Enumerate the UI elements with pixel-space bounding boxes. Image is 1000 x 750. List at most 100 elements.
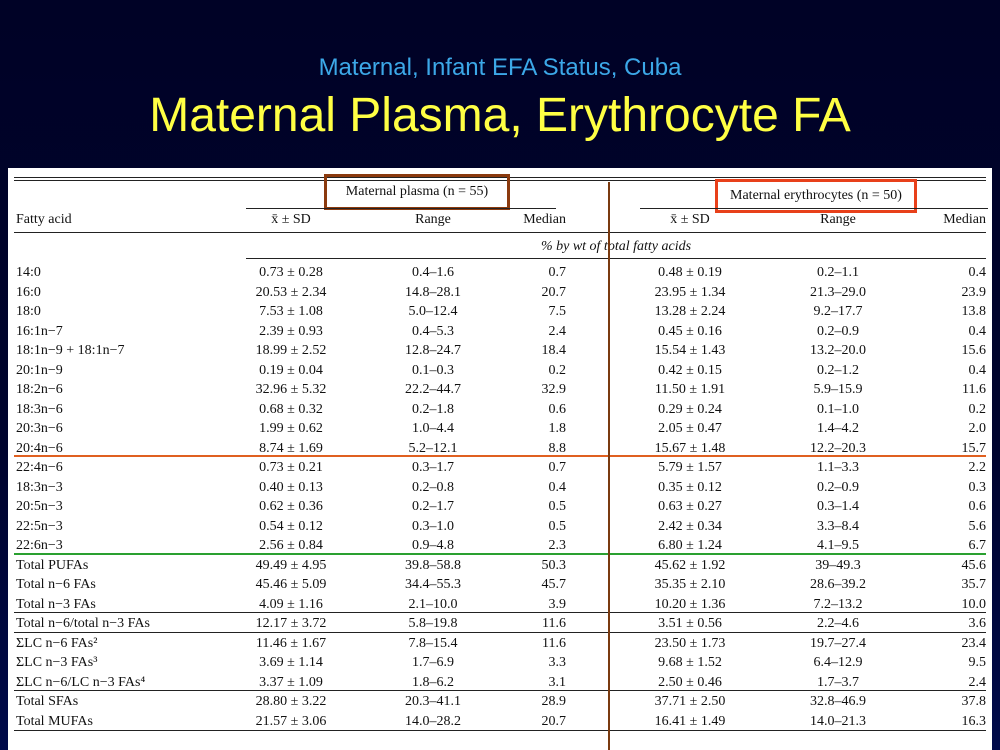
cell-e-med: 6.7 [968,538,987,553]
cell-p-mean: 8.74 ± 1.69 [259,440,323,456]
erythrocyte-group-header: Maternal erythrocytes (n = 50) [715,179,917,213]
cell-p-mean: 4.09 ± 1.16 [259,596,323,612]
cell-e-mean: 15.54 ± 1.43 [654,343,726,358]
cell-p-range: 0.3–1.7 [412,460,454,475]
cell-p-med: 0.7 [548,460,567,475]
cell-p-mean: 28.80 ± 3.22 [255,694,327,709]
cell-p-mean: 0.62 ± 0.36 [259,499,323,514]
cell-p-med: 3.9 [548,596,567,612]
cell-fa: 18:2n−6 [16,382,63,397]
slide-subtitle: Maternal, Infant EFA Status, Cuba [318,54,682,81]
cell-fa: ΣLC n−6 FAs² [16,635,98,651]
cell-e-mean: 23.50 ± 1.73 [654,635,726,651]
cell-p-med: 20.7 [541,713,567,729]
cell-e-range: 1.4–4.2 [817,421,859,436]
cell-e-range: 21.3–29.0 [810,284,866,300]
cell-fa: 18:3n−6 [16,401,63,417]
cell-p-mean: 2.56 ± 0.84 [259,538,323,553]
cell-e-range: 0.1–1.0 [817,401,859,417]
cell-e-mean: 0.63 ± 0.27 [658,499,722,514]
col-plasma-range: Range [415,212,451,227]
cell-p-mean: 0.40 ± 0.13 [259,479,323,495]
cell-p-mean: 11.46 ± 1.67 [255,635,327,651]
cell-e-mean: 0.45 ± 0.16 [658,323,722,339]
totals-rule-3 [14,690,986,691]
cell-p-med: 0.6 [548,401,567,417]
cell-p-mean: 45.46 ± 5.09 [255,577,327,592]
cell-p-mean: 7.53 ± 1.08 [259,304,323,319]
cell-p-range: 0.2–1.8 [412,401,454,417]
cell-p-range: 0.2–0.8 [412,479,454,495]
cell-e-range: 1.7–3.7 [817,674,859,690]
cell-p-range: 0.4–1.6 [412,265,454,280]
cell-e-med: 10.0 [961,596,987,612]
cell-e-med: 37.8 [961,694,987,709]
cell-p-med: 0.5 [548,518,567,534]
cell-e-mean: 10.20 ± 1.36 [654,596,726,612]
slide-title: Maternal Plasma, Erythrocyte FA [149,89,851,142]
cell-e-med: 0.4 [968,362,987,378]
cell-p-med: 45.7 [541,577,567,592]
cell-fa: 16:0 [16,284,41,300]
cell-e-mean: 35.35 ± 2.10 [654,577,726,592]
cell-e-range: 13.2–20.0 [810,343,866,358]
cell-e-range: 0.2–1.2 [817,362,859,378]
col-erythro-median: Median [943,212,986,227]
cell-p-med: 28.9 [541,694,567,709]
cell-e-med: 9.5 [968,655,987,670]
cell-p-range: 2.1–10.0 [408,596,458,612]
cell-e-range: 32.8–46.9 [810,694,866,709]
cell-p-range: 12.8–24.7 [405,343,461,358]
cell-e-med: 0.6 [968,499,987,514]
cell-p-mean: 12.17 ± 3.72 [255,616,327,631]
fatty-acid-table: Maternal plasma (n = 55) Maternal erythr… [8,168,992,750]
cell-p-mean: 2.39 ± 0.93 [259,323,323,339]
cell-fa: 20:1n−9 [16,362,63,378]
cell-e-range: 1.1–3.3 [817,460,859,475]
units-rule [246,258,986,259]
cell-fa: 22:6n−3 [16,538,63,553]
cell-p-med: 0.4 [548,479,567,495]
cell-p-range: 1.8–6.2 [412,674,454,690]
cell-p-med: 8.8 [548,440,567,456]
erythrocyte-group-rule [640,208,988,209]
cell-e-med: 13.8 [961,304,987,319]
cell-p-range: 0.9–4.8 [412,538,454,553]
cell-p-range: 20.3–41.1 [405,694,461,709]
cell-e-range: 19.7–27.4 [810,635,866,651]
cell-e-med: 11.6 [962,382,986,397]
totals-rule-1 [14,612,986,613]
cell-fa: 18:0 [16,304,41,319]
cell-fa: Total MUFAs [16,713,93,729]
cell-p-range: 1.7–6.9 [412,655,454,670]
n6-divider-line [14,455,986,457]
cell-fa: Total PUFAs [16,557,89,573]
cell-e-med: 0.4 [968,323,987,339]
cell-fa: 14:0 [16,265,41,280]
cell-p-med: 18.4 [541,343,567,358]
cell-e-mean: 2.50 ± 0.46 [658,674,722,690]
cell-fa: ΣLC n−3 FAs³ [16,655,98,670]
cell-e-mean: 16.41 ± 1.49 [654,713,726,729]
cell-p-range: 34.4–55.3 [405,577,461,592]
cell-e-mean: 23.95 ± 1.34 [654,284,726,300]
cell-e-mean: 2.42 ± 0.34 [658,518,722,534]
cell-p-med: 3.3 [548,655,567,670]
cell-p-range: 7.8–15.4 [408,635,458,651]
cell-e-med: 0.4 [968,265,987,280]
cell-e-range: 12.2–20.3 [810,440,866,456]
cell-e-mean: 45.62 ± 1.92 [654,557,726,573]
cell-fa: Total n−6 FAs [16,577,96,592]
cell-e-range: 0.2–0.9 [817,479,859,495]
cell-fa: Total SFAs [16,694,79,709]
cell-p-mean: 0.73 ± 0.28 [259,265,323,280]
plasma-group-header: Maternal plasma (n = 55) [324,174,510,210]
cell-e-med: 35.7 [961,577,987,592]
cell-e-med: 5.6 [968,518,987,534]
cell-p-range: 39.8–58.8 [405,557,461,573]
cell-fa: 22:5n−3 [16,518,63,534]
cell-e-mean: 37.71 ± 2.50 [654,694,726,709]
table-top-rule-2 [14,180,986,181]
cell-fa: 22:4n−6 [16,460,63,475]
cell-p-range: 22.2–44.7 [405,382,461,397]
